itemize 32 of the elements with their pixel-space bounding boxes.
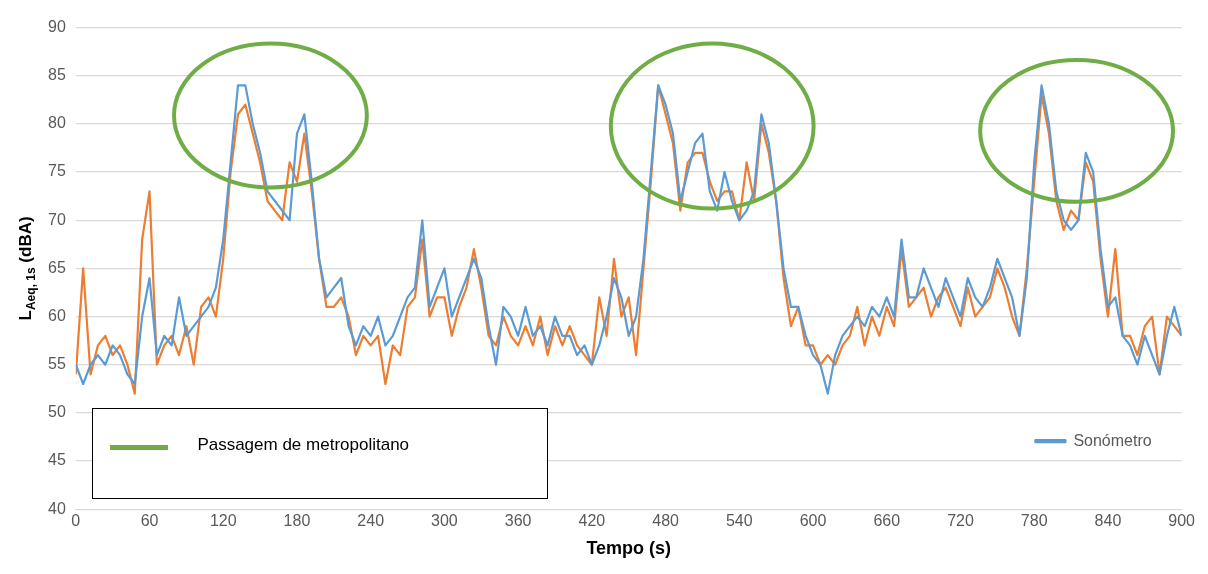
x-tick-label: 660 [873,512,901,530]
y-tick-label: 45 [48,451,66,469]
y-tick-label: 70 [48,210,66,228]
x-tick-label: 480 [652,512,680,530]
x-tick-label: 300 [431,512,458,530]
y-tick-label: 60 [48,306,66,324]
x-tick-label: 900 [1168,512,1196,530]
x-tick-label: 0 [71,512,81,530]
annotation: Passagem de metropolitano [197,434,410,455]
y-tick-label: 75 [48,162,66,180]
x-tick-label: 60 [140,512,159,530]
legend-label: Sonómetro [1073,431,1152,449]
y-tick-label: 65 [48,258,66,276]
y-tick-label: 55 [48,355,66,373]
x-tick-label: 540 [725,512,753,530]
x-axis-title: Tempo (s) [586,538,672,559]
x-tick-label: 600 [799,512,827,530]
x-tick-label: 120 [209,512,237,530]
x-tick-label: 840 [1094,512,1122,530]
x-tick-label: 420 [578,512,606,530]
legend-box: Passagem de metropolitano [92,407,548,500]
y-tick-label: 50 [48,403,66,421]
x-tick-label: 180 [283,512,311,530]
x-tick-label: 720 [947,512,974,530]
y-tick-label: 40 [48,499,66,517]
y-axis-title: LAeq, 1s (dBA) [15,216,39,321]
y-tick-label: 80 [48,114,66,132]
x-tick-label: 240 [357,512,385,530]
x-tick-label: 780 [1020,512,1048,530]
y-tick-label: 90 [48,18,66,36]
y-tick-label: 85 [48,66,66,84]
x-tick-label: 360 [504,512,532,530]
